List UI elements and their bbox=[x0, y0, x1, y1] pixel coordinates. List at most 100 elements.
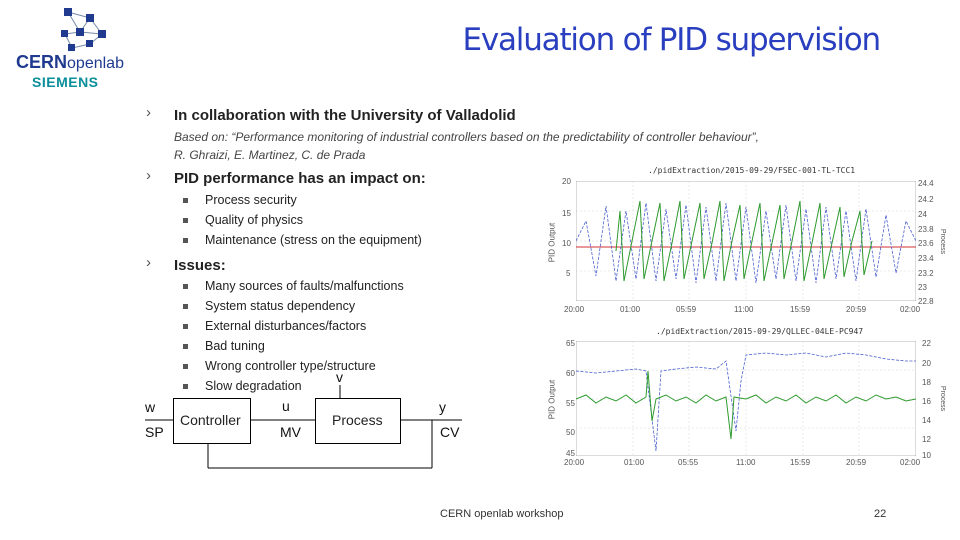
page-number: 22 bbox=[874, 508, 887, 520]
plot-1-ylabel-right: Process bbox=[939, 228, 947, 255]
bullet-icon bbox=[183, 324, 188, 329]
pid-plot-2: ./pidExtraction/2015-09-29/QLLEC-04LE-PC… bbox=[547, 325, 948, 470]
plot-2-x-tick: 20:59 bbox=[846, 458, 867, 467]
chevron-right-icon: › bbox=[146, 254, 151, 271]
plot-1-x-tick: 11:00 bbox=[734, 305, 754, 314]
bullet-icon bbox=[183, 384, 188, 389]
controller-block: Controller bbox=[173, 398, 251, 444]
list-item: Slow degradation bbox=[175, 376, 404, 396]
plot-2-y-right-tick: 12 bbox=[922, 435, 931, 444]
plot-2-ylabel-left: PID Output bbox=[547, 379, 557, 420]
plot-2-x-tick: 02:00 bbox=[900, 458, 921, 467]
chevron-right-icon: › bbox=[146, 104, 151, 121]
plot-2-title: ./pidExtraction/2015-09-29/QLLEC-04LE-PC… bbox=[656, 327, 864, 336]
bullet-icon bbox=[183, 218, 188, 223]
plot-1-y-right-tick: 24 bbox=[918, 210, 927, 219]
plot-2-y-right-tick: 10 bbox=[922, 451, 931, 460]
bullet-icon bbox=[183, 238, 188, 243]
mv-label: MV bbox=[280, 424, 301, 440]
plot-1-ylabel-left: PID Output bbox=[547, 222, 557, 263]
bullet-icon bbox=[183, 304, 188, 309]
controller-label: Controller bbox=[180, 412, 241, 428]
plot-1-y-right-tick: 24.2 bbox=[918, 195, 934, 204]
process-label: Process bbox=[332, 412, 383, 428]
cern-text: CERN bbox=[16, 52, 68, 72]
plot-2-process-series bbox=[576, 370, 916, 440]
cern-openlab-wordmark: CERNopenlab bbox=[16, 52, 124, 73]
plot-2-y-right-tick: 18 bbox=[922, 378, 931, 387]
plot-1-process-series bbox=[615, 200, 873, 282]
chevron-right-icon: › bbox=[146, 167, 151, 184]
plot-2-x-tick: 20:00 bbox=[564, 458, 585, 467]
siemens-logo: SIEMENS bbox=[32, 74, 99, 90]
plot-2-canvas bbox=[576, 341, 916, 456]
plot-2-pid-output-series bbox=[576, 352, 916, 452]
plot-2-y-left-tick: 45 bbox=[566, 449, 575, 458]
v-label: v bbox=[336, 369, 343, 385]
plot-1-y-right-tick: 23.6 bbox=[918, 239, 934, 248]
plot-1-y-right-tick: 22.8 bbox=[918, 297, 934, 306]
plot-2-x-tick: 11:00 bbox=[736, 458, 756, 467]
section-issues: Issues: bbox=[174, 257, 226, 274]
plot-2-y-left-tick: 50 bbox=[566, 428, 575, 437]
cern-openlab-logo: CERNopenlab SIEMENS bbox=[10, 4, 135, 94]
pid-plot-1: ./pidExtraction/2015-09-29/FSEC-001-TL-T… bbox=[547, 163, 948, 323]
plot-1-x-tick: 20:59 bbox=[846, 305, 867, 314]
list-item: Bad tuning bbox=[175, 336, 404, 356]
plot-1-canvas bbox=[576, 181, 916, 301]
impact-list: Process security Quality of physics Main… bbox=[175, 190, 422, 250]
section-impact: PID performance has an impact on: bbox=[174, 170, 426, 187]
plot-1-y-left-tick: 10 bbox=[562, 239, 571, 248]
plot-1-y-left-tick: 20 bbox=[562, 177, 571, 186]
plot-2-y-left-tick: 65 bbox=[566, 339, 575, 348]
bullet-icon bbox=[183, 198, 188, 203]
plot-1-x-tick: 01:00 bbox=[620, 305, 641, 314]
plot-2-x-tick: 01:00 bbox=[624, 458, 645, 467]
issues-list: Many sources of faults/malfunctions Syst… bbox=[175, 276, 404, 396]
plot-1-y-right-tick: 23.4 bbox=[918, 254, 934, 263]
plot-2-y-left-tick: 60 bbox=[566, 369, 575, 378]
plot-1-title: ./pidExtraction/2015-09-29/FSEC-001-TL-T… bbox=[648, 166, 856, 175]
plot-1-y-left-tick: 5 bbox=[566, 269, 571, 278]
plot-2-y-right-tick: 16 bbox=[922, 397, 931, 406]
plot-2-x-tick: 05:55 bbox=[678, 458, 699, 467]
plot-1-x-tick: 20:00 bbox=[564, 305, 585, 314]
w-label: w bbox=[145, 399, 156, 415]
plot-2-ylabel-right: Process bbox=[939, 385, 947, 412]
u-label: u bbox=[282, 398, 290, 414]
plot-2-y-right-tick: 20 bbox=[922, 359, 931, 368]
plot-1-y-right-tick: 23.8 bbox=[918, 225, 934, 234]
plot-1-y-right-tick: 23.2 bbox=[918, 269, 934, 278]
plot-2-y-right-tick: 14 bbox=[922, 416, 931, 425]
list-item: Wrong controller type/structure bbox=[175, 356, 404, 376]
y-label: y bbox=[439, 399, 446, 415]
plot-1-y-left-tick: 15 bbox=[562, 209, 571, 218]
plot-1-x-tick: 05:59 bbox=[676, 305, 697, 314]
plot-1-y-right-tick: 24.4 bbox=[918, 179, 934, 188]
cv-label: CV bbox=[440, 424, 460, 440]
openlab-text: openlab bbox=[67, 55, 124, 72]
bullet-icon bbox=[183, 364, 188, 369]
plot-1-x-tick: 02:00 bbox=[900, 305, 921, 314]
network-icon bbox=[61, 8, 106, 51]
process-block: Process bbox=[315, 398, 401, 444]
page-title: Evaluation of PID supervision bbox=[462, 22, 881, 58]
bullet-icon bbox=[183, 344, 188, 349]
footer-text: CERN openlab workshop bbox=[440, 508, 564, 520]
list-item: System status dependency bbox=[175, 296, 404, 316]
based-on-reference: Based on: “Performance monitoring of ind… bbox=[174, 128, 814, 164]
plot-1-x-tick: 15:59 bbox=[790, 305, 811, 314]
list-item: Maintenance (stress on the equipment) bbox=[175, 230, 422, 250]
based-on-line-2: R. Ghraizi, E. Martinez, C. de Prada bbox=[174, 148, 366, 162]
plot-1-pid-output-series bbox=[576, 202, 916, 284]
plot-2-y-right-tick: 22 bbox=[922, 339, 931, 348]
bullet-icon bbox=[183, 284, 188, 289]
plot-2-x-tick: 15:59 bbox=[790, 458, 811, 467]
based-on-line-1: Based on: “Performance monitoring of ind… bbox=[174, 130, 759, 144]
section-collaboration: In collaboration with the University of … bbox=[174, 107, 516, 124]
plot-2-y-left-tick: 55 bbox=[566, 399, 575, 408]
list-item: External disturbances/factors bbox=[175, 316, 404, 336]
sp-label: SP bbox=[145, 424, 164, 440]
list-item: Many sources of faults/malfunctions bbox=[175, 276, 404, 296]
list-item: Quality of physics bbox=[175, 210, 422, 230]
